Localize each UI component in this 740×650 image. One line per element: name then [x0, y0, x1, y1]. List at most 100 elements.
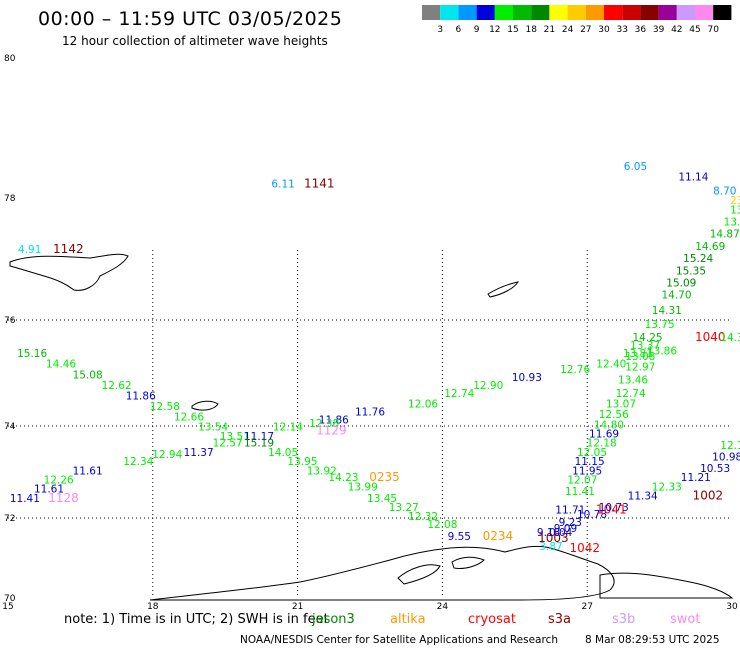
colorbar-tick-label: 12	[489, 25, 500, 35]
wave-height-label: 13.81	[623, 348, 653, 360]
wave-height-label: 0.04	[549, 527, 573, 539]
colorbar-swatch	[567, 5, 586, 20]
norway-coast	[149, 545, 615, 601]
wave-height-label: 13.99	[348, 481, 378, 493]
wave-height-label: 12.32	[408, 511, 438, 523]
wave-height-label: 12.05	[577, 447, 607, 459]
wave-height-label: 12.34	[123, 456, 153, 468]
wave-height-label: 14.05	[268, 447, 298, 459]
wave-height-label: 12.33	[652, 481, 682, 493]
wave-height-label: 9.55	[448, 531, 471, 543]
wave-height-label: 10.93	[512, 372, 542, 384]
wave-height-label: 13.	[724, 216, 740, 228]
colorbar-swatch	[640, 5, 659, 20]
wave-height-label: 14.80	[594, 419, 624, 431]
wave-height-label: 11.15	[575, 456, 605, 468]
wave-height-label: 12.14	[273, 422, 303, 434]
wave-height-label: 23	[730, 195, 740, 207]
wave-height-label: 11.71	[555, 504, 585, 516]
wave-height-label: 11.21	[681, 472, 711, 484]
longitude-label: 27	[581, 602, 592, 612]
pass-time-label: 1129	[316, 423, 347, 437]
wave-height-label: 11.61	[34, 484, 64, 496]
satellite-legend-item: s3b	[612, 612, 636, 627]
pass-time-label: 1042	[570, 541, 601, 555]
pass-time-label: 1142	[53, 242, 84, 256]
wave-height-label: 12.57	[213, 438, 243, 450]
colorbar-swatch	[422, 5, 441, 20]
longitude-label: 24	[437, 602, 449, 612]
satellite-legend-item: swot	[670, 612, 701, 627]
pass-time-label: 1141	[304, 177, 335, 191]
pass-time-label: 0234	[483, 529, 514, 543]
credit-text: NOAA/NESDIS Center for Satellite Applica…	[240, 634, 558, 646]
colorbar-swatch	[458, 5, 477, 20]
latitude-label: 78	[4, 194, 16, 204]
latitude-label: 80	[4, 54, 16, 64]
wave-height-label: 13.46	[618, 375, 648, 387]
wave-height-label: 3.87	[539, 541, 562, 553]
wave-height-label: 13.95	[287, 456, 317, 468]
colorbar-tick-label: 39	[653, 25, 665, 35]
observations: 6.05 11.14 8.70231313.14.8714.6915.2415.35…	[10, 161, 740, 555]
wave-height-label: 13.92	[307, 465, 337, 477]
timestamp-text: 8 Mar 08:29:53 UTC 2025	[585, 634, 720, 646]
wave-height-label: 12.38	[309, 418, 339, 430]
wave-height-label: 14.46	[46, 359, 76, 371]
wave-height-label: 15.35	[676, 265, 706, 277]
latitude-label: 70	[4, 594, 16, 604]
bear-island-coast	[191, 400, 219, 411]
wave-height-label: 6.11	[271, 179, 294, 191]
pass-time-label: 1041	[596, 502, 627, 516]
colorbar-swatch	[658, 5, 677, 20]
colorbar-tick-label: 6	[456, 25, 462, 35]
pass-time-label: 1003	[538, 531, 569, 545]
wave-height-label: 13.27	[389, 502, 419, 514]
wave-height-label: 12.18	[587, 438, 617, 450]
wave-height-label: 11.69	[589, 429, 619, 441]
wave-height-label: 11.95	[572, 465, 602, 477]
wave-height-label: 11.86	[126, 391, 156, 403]
wave-height-label: 14.69	[695, 241, 725, 253]
colorbar-tick-label: 30	[598, 25, 610, 35]
wave-height-label: 11.14	[678, 172, 708, 184]
wave-height-label: 12.76	[560, 364, 590, 376]
colorbar-swatch	[531, 5, 550, 20]
satellite-legend-item: jason3	[312, 612, 355, 627]
colorbar-swatch	[440, 5, 459, 20]
colorbar-tick-label: 18	[525, 25, 537, 35]
colorbar-tick-label: 3	[437, 25, 443, 35]
colorbar-tick-label: 24	[562, 25, 574, 35]
colorbar-unit: (ft)	[733, 25, 734, 35]
wave-height-label: 15.19	[244, 438, 274, 450]
wave-height-label: 12.90	[473, 380, 503, 392]
wave-height-label: 13.45	[367, 493, 397, 505]
wave-height-label: 12.1	[720, 440, 740, 452]
colorbar-tick-label: 33	[616, 25, 627, 35]
wave-height-label: 14.70	[661, 290, 691, 302]
colorbar-tick-label: 21	[544, 25, 555, 35]
wave-height-label: 13.86	[647, 345, 677, 357]
wave-height-label: 11.41	[10, 493, 40, 505]
wave-height-label: 12.56	[599, 409, 629, 421]
wave-height-label: 9.23	[559, 517, 582, 529]
wave-height-label: 12.94	[152, 449, 182, 461]
colorbar-tick-label: 9	[474, 25, 480, 35]
longitude-label: 15	[2, 602, 13, 612]
longitude-label: 21	[292, 602, 303, 612]
island-coast	[451, 556, 485, 569]
wave-height-label: 12.08	[427, 519, 457, 531]
wave-height-label: 14.87	[710, 229, 740, 241]
wave-height-label: 15.09	[666, 277, 696, 289]
svalbard-coast	[9, 253, 129, 291]
wave-height-label: 11.34	[628, 491, 658, 503]
wave-height-label: 9.18	[537, 527, 560, 539]
latitude-label: 72	[4, 514, 15, 524]
colorbar-swatch	[494, 5, 513, 20]
colorbar-swatch	[676, 5, 695, 20]
wave-height-label: 15.24	[683, 253, 713, 265]
wave-height-label: 12.62	[102, 380, 132, 392]
longitude-label: 18	[147, 602, 159, 612]
